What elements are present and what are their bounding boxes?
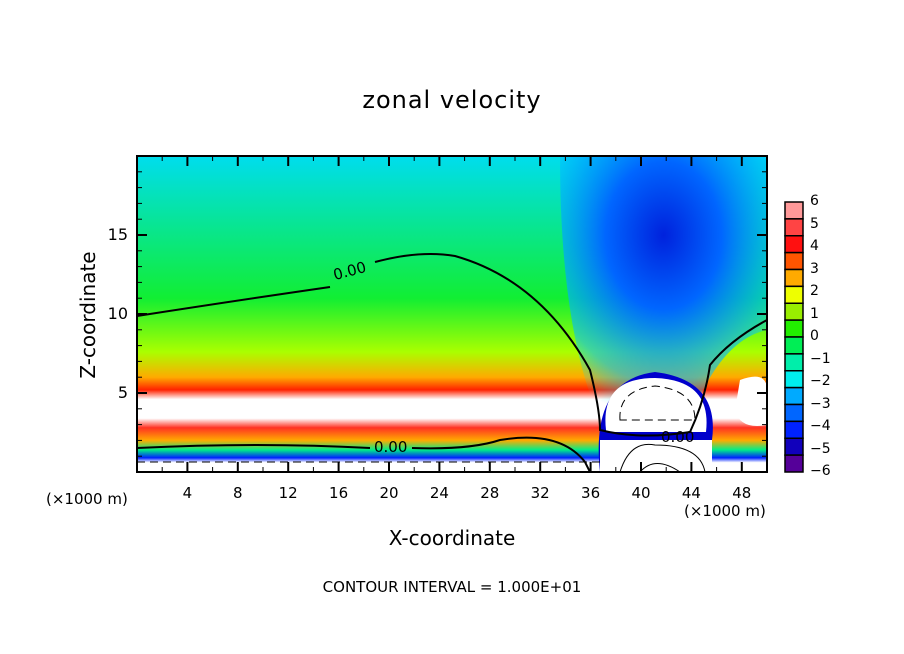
x-tick-label: 20 (379, 484, 399, 502)
contour-zero-upper-left (136, 286, 331, 317)
colorbar-swatch (784, 353, 804, 372)
colorbar-tick-label: −3 (810, 395, 831, 412)
contour-label-jet: 0.00 (661, 428, 695, 446)
colorbar-tick-label: −4 (810, 418, 831, 434)
y-tick-marks (137, 171, 767, 457)
colorbar-tick-label: −6 (810, 463, 831, 479)
colorbar-tick-label: 4 (810, 238, 819, 254)
colorbar-tick-label: −1 (810, 350, 831, 367)
x-tick-label: 12 (278, 484, 298, 502)
colorbar (784, 201, 804, 473)
y-tick-label: 10 (107, 304, 128, 323)
colorbar-swatch (784, 302, 804, 321)
colorbar-tick-label: 1 (810, 305, 819, 322)
contour-positive-lower (619, 443, 706, 473)
colorbar-swatch (784, 285, 804, 304)
colorbar-swatch (784, 201, 804, 220)
heatmap-field (137, 156, 767, 472)
x-tick-label: 36 (581, 484, 601, 502)
x-tick-label: 16 (329, 484, 349, 502)
jet-core-white (605, 378, 707, 432)
y-tick-label: 15 (107, 225, 128, 244)
x-unit-label-right: (×1000 m) (684, 502, 766, 520)
contour-positive-inner (639, 463, 681, 473)
colorbar-swatch (784, 437, 804, 456)
x-unit-label-left: (×1000 m) (46, 490, 128, 508)
colorbar-swatch (784, 235, 804, 254)
contour-negative-core (619, 385, 696, 421)
contour-zero-upper-right (374, 253, 768, 437)
x-tick-marks (136, 156, 768, 472)
colorbar-swatch (784, 454, 804, 473)
colorbar-tick-label: 5 (810, 215, 819, 232)
contour-label-lower: 0.00 (374, 438, 408, 456)
x-tick-label: 32 (530, 484, 550, 502)
x-axis-label: X-coordinate (388, 526, 516, 550)
x-tick-label: 4 (182, 484, 193, 502)
contour-lines (136, 253, 768, 473)
colorbar-swatch (784, 218, 804, 237)
y-axis-label: Z-coordinate (76, 251, 100, 379)
contour-interval-note: CONTOUR INTERVAL = 1.000E+01 (322, 578, 582, 596)
x-tick-label: 40 (631, 484, 651, 502)
colorbar-swatch (784, 386, 804, 406)
colorbar-swatch (784, 370, 804, 389)
contour-zero-lower-right (411, 436, 591, 473)
x-tick-label: 24 (429, 484, 449, 502)
chart-title: zonal velocity (362, 86, 542, 114)
colorbar-swatch (784, 268, 804, 288)
colorbar-swatch (784, 251, 804, 271)
x-tick-label: 44 (681, 484, 701, 502)
blue-jet-region (560, 156, 767, 420)
colorbar-swatch (784, 403, 804, 423)
colorbar-tick-label: 6 (810, 193, 819, 209)
right-white-patch (735, 376, 767, 426)
contour-zero-lower-left (136, 444, 371, 449)
colorbar-swatch (784, 336, 804, 355)
colorbar-tick-label: 2 (810, 283, 819, 299)
lower-white-region (600, 440, 712, 472)
colorbar-tick-label: −2 (810, 373, 831, 389)
y-tick-label: 5 (117, 383, 128, 402)
x-tick-label: 8 (233, 484, 243, 502)
x-tick-label: 28 (480, 484, 500, 502)
colorbar-swatch (784, 420, 804, 439)
colorbar-tick-label: −5 (810, 440, 831, 457)
colorbar-tick-label: 0 (810, 328, 819, 344)
colorbar-tick-label: 3 (810, 260, 819, 277)
x-tick-label: 48 (732, 484, 752, 502)
colorbar-swatch (784, 319, 804, 338)
